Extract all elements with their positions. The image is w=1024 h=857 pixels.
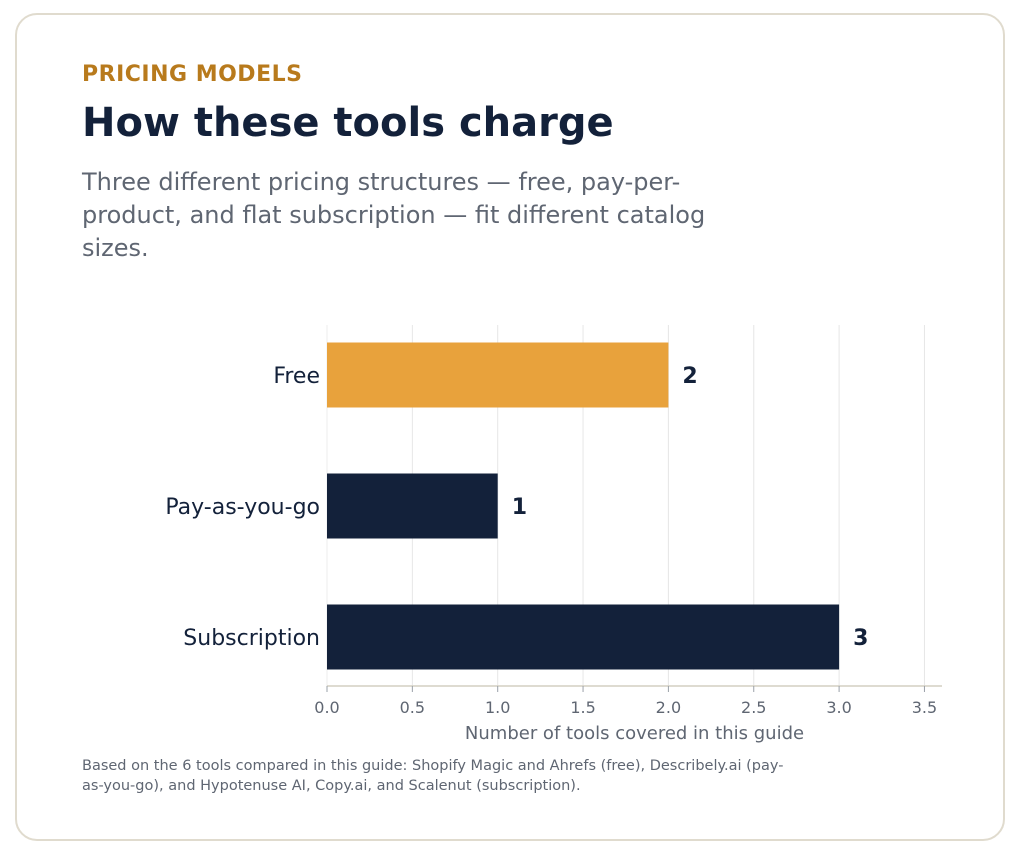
bar-free	[327, 342, 669, 408]
value-label: 2	[682, 364, 697, 389]
x-tick-label: 3.5	[912, 698, 937, 717]
bar-subscription	[327, 604, 840, 670]
x-axis-label: Number of tools covered in this guide	[465, 723, 804, 744]
bars	[327, 342, 840, 670]
x-tick-label: 2.0	[656, 698, 681, 717]
footnote: Based on the 6 tools compared in this gu…	[82, 758, 784, 794]
x-tick-label: 1.0	[485, 698, 510, 717]
page-subtitle: Three different pricing structures — fre…	[82, 168, 706, 262]
labels: Free 2 Pay-as-you-go 1 Subscription 3	[165, 364, 868, 651]
x-tick-label: 0.0	[314, 698, 339, 717]
value-label: 3	[853, 626, 868, 651]
page-title: How these tools charge	[82, 100, 614, 146]
value-label: 1	[512, 495, 527, 520]
x-axis: 0.0 0.5 1.0 1.5 2.0 2.5 3.0 3.5 Number of tools …	[314, 685, 942, 744]
x-tick-label: 0.5	[400, 698, 425, 717]
category-label: Pay-as-you-go	[165, 495, 320, 520]
category-label: Free	[273, 364, 320, 389]
eyebrow-label: PRICING MODELS	[82, 62, 303, 87]
category-label: Subscription	[183, 626, 320, 651]
bar-pay-as-you-go	[327, 473, 498, 539]
x-tick-label: 2.5	[741, 698, 766, 717]
card	[15, 13, 1005, 841]
x-tick-label: 1.5	[570, 698, 595, 717]
x-tick-label: 3.0	[826, 698, 851, 717]
